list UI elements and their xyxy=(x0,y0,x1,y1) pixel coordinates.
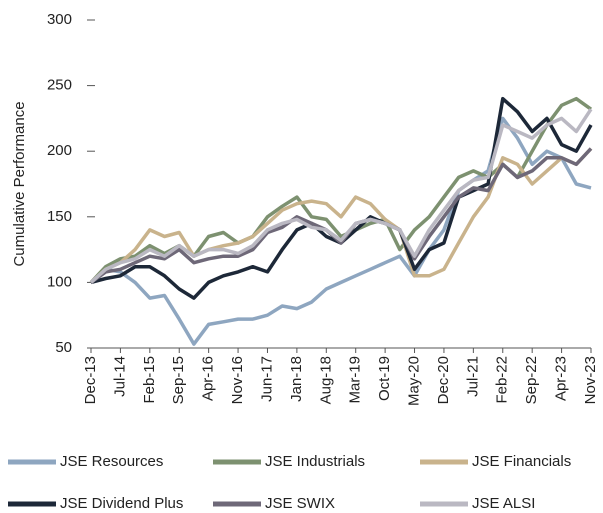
x-tick-label: Nov-23 xyxy=(582,356,599,404)
x-tick-label: Mar-19 xyxy=(347,356,364,404)
y-tick-label: 150 xyxy=(47,208,72,225)
legend-label: JSE Financials xyxy=(472,453,571,470)
x-tick-label: Dec-20 xyxy=(435,356,452,404)
y-tick-label: 300 xyxy=(47,11,72,28)
x-tick-label: Sep-15 xyxy=(170,356,187,404)
x-tick-label: Sep-22 xyxy=(523,356,540,404)
y-tick-label: 200 xyxy=(47,142,72,159)
x-tick-label: Nov-16 xyxy=(229,356,246,404)
x-tick-label: May-20 xyxy=(405,356,422,406)
y-axis-label: Cumulative Performance xyxy=(11,101,28,266)
legend-label: JSE Resources xyxy=(60,453,163,470)
x-tick-label: Jan-18 xyxy=(288,356,305,402)
x-tick-label: Jul-21 xyxy=(464,356,481,397)
series-line xyxy=(89,116,592,346)
x-tick-label: Dec-13 xyxy=(82,356,99,404)
x-tick-label: Apr-16 xyxy=(200,356,217,401)
x-tick-label: Oct-19 xyxy=(376,356,393,401)
x-tick-label: Jul-14 xyxy=(111,356,128,397)
x-tick-label: Feb-15 xyxy=(141,356,158,404)
legend-label: JSE Dividend Plus xyxy=(60,495,183,512)
x-tick-label: Jun-17 xyxy=(258,356,275,402)
y-tick-label: 100 xyxy=(47,273,72,290)
legend-label: JSE Industrials xyxy=(265,453,365,470)
x-tick-label: Aug-18 xyxy=(317,356,334,404)
y-tick-label: 250 xyxy=(47,77,72,94)
series-line xyxy=(89,147,593,284)
legend-label: JSE SWIX xyxy=(265,495,335,512)
x-tick-label: Feb-22 xyxy=(494,356,511,404)
series-line xyxy=(89,108,593,284)
x-tick-label: Apr-23 xyxy=(553,356,570,401)
series-line xyxy=(90,96,593,300)
y-tick-label: 50 xyxy=(55,339,72,356)
legend-label: JSE ALSI xyxy=(472,495,535,512)
series-line xyxy=(89,147,593,284)
